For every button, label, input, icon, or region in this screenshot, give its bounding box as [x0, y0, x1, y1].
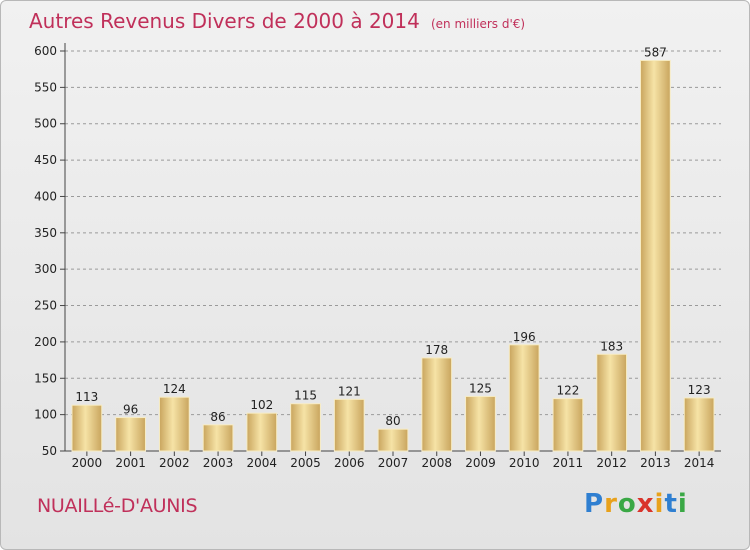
data-label: 587	[644, 45, 667, 59]
y-tick-label: 600	[34, 44, 57, 58]
x-tick-label: 2007	[378, 456, 409, 470]
data-label: 125	[469, 381, 492, 395]
logo-letter: o	[617, 489, 637, 519]
x-tick-label: 2013	[640, 456, 671, 470]
bar	[115, 417, 146, 452]
y-tick-label: 550	[34, 80, 57, 94]
data-label: 121	[338, 384, 361, 398]
x-tick-label: 2000	[72, 456, 103, 470]
logo-letter: r	[604, 489, 618, 519]
bar	[246, 412, 278, 452]
chart-title-block: Autres Revenus Divers de 2000 à 2014 (en…	[29, 9, 525, 33]
bar	[596, 353, 628, 452]
town-name: NUAILLé-D'AUNIS	[37, 495, 198, 517]
bar	[552, 398, 584, 452]
x-tick-label: 2001	[115, 456, 146, 470]
bars	[71, 59, 715, 452]
bar	[508, 344, 540, 452]
y-tick-label: 150	[34, 371, 57, 385]
x-tick-label: 2010	[509, 456, 540, 470]
y-tick-label: 250	[34, 299, 57, 313]
x-tick-label: 2002	[159, 456, 190, 470]
x-tick-label: 2012	[596, 456, 627, 470]
bar	[683, 397, 715, 452]
data-label: 183	[600, 339, 623, 353]
y-tick-label: 400	[34, 189, 57, 203]
bar	[158, 396, 190, 452]
y-tick-label: 300	[34, 262, 57, 276]
data-label: 102	[250, 398, 273, 412]
bar	[640, 59, 671, 452]
proxiti-logo: Proxiti	[584, 489, 688, 519]
x-tick-label: 2003	[203, 456, 234, 470]
data-label: 96	[123, 403, 138, 417]
x-tick-label: 2009	[465, 456, 496, 470]
logo-letter: t	[664, 489, 678, 519]
x-tick-label: 2005	[290, 456, 321, 470]
labels: 113 96 124 86 102 115 121 80 178 125 196 122 183 587 1…	[75, 45, 710, 428]
data-label: 123	[688, 383, 711, 397]
data-label: 113	[75, 390, 98, 404]
bar	[421, 357, 453, 452]
bar	[465, 395, 496, 452]
y-tick-label: 500	[34, 117, 57, 131]
y-tick-label: 200	[34, 335, 57, 349]
y-tick-label: 100	[34, 408, 57, 422]
bar	[333, 398, 365, 452]
y-tick-label: 350	[34, 226, 57, 240]
data-label: 122	[556, 384, 579, 398]
y-tick-label: 450	[34, 153, 57, 167]
x-tick-label: 2006	[334, 456, 365, 470]
chart-unit: (en milliers d'€)	[430, 17, 526, 31]
logo-letter: P	[584, 489, 605, 519]
bar	[71, 404, 103, 452]
chart-title: Autres Revenus Divers de 2000 à 2014	[29, 9, 420, 33]
logo-letter: x	[636, 489, 655, 519]
logo-letter: i	[654, 489, 665, 519]
data-label: 115	[294, 389, 317, 403]
data-label: 80	[385, 414, 400, 428]
bar	[377, 428, 409, 452]
data-label: 86	[210, 410, 225, 424]
data-label: 124	[163, 382, 186, 396]
x-tick-label: 2004	[247, 456, 278, 470]
y-tick-label: 50	[42, 444, 57, 458]
x-tick-label: 2011	[553, 456, 584, 470]
data-label: 196	[513, 330, 536, 344]
x-tick-label: 2008	[421, 456, 452, 470]
x-tick-label: 2014	[684, 456, 715, 470]
bar	[202, 424, 234, 452]
data-label: 178	[425, 343, 448, 357]
bar	[290, 403, 321, 452]
logo-letter: i	[677, 489, 688, 519]
